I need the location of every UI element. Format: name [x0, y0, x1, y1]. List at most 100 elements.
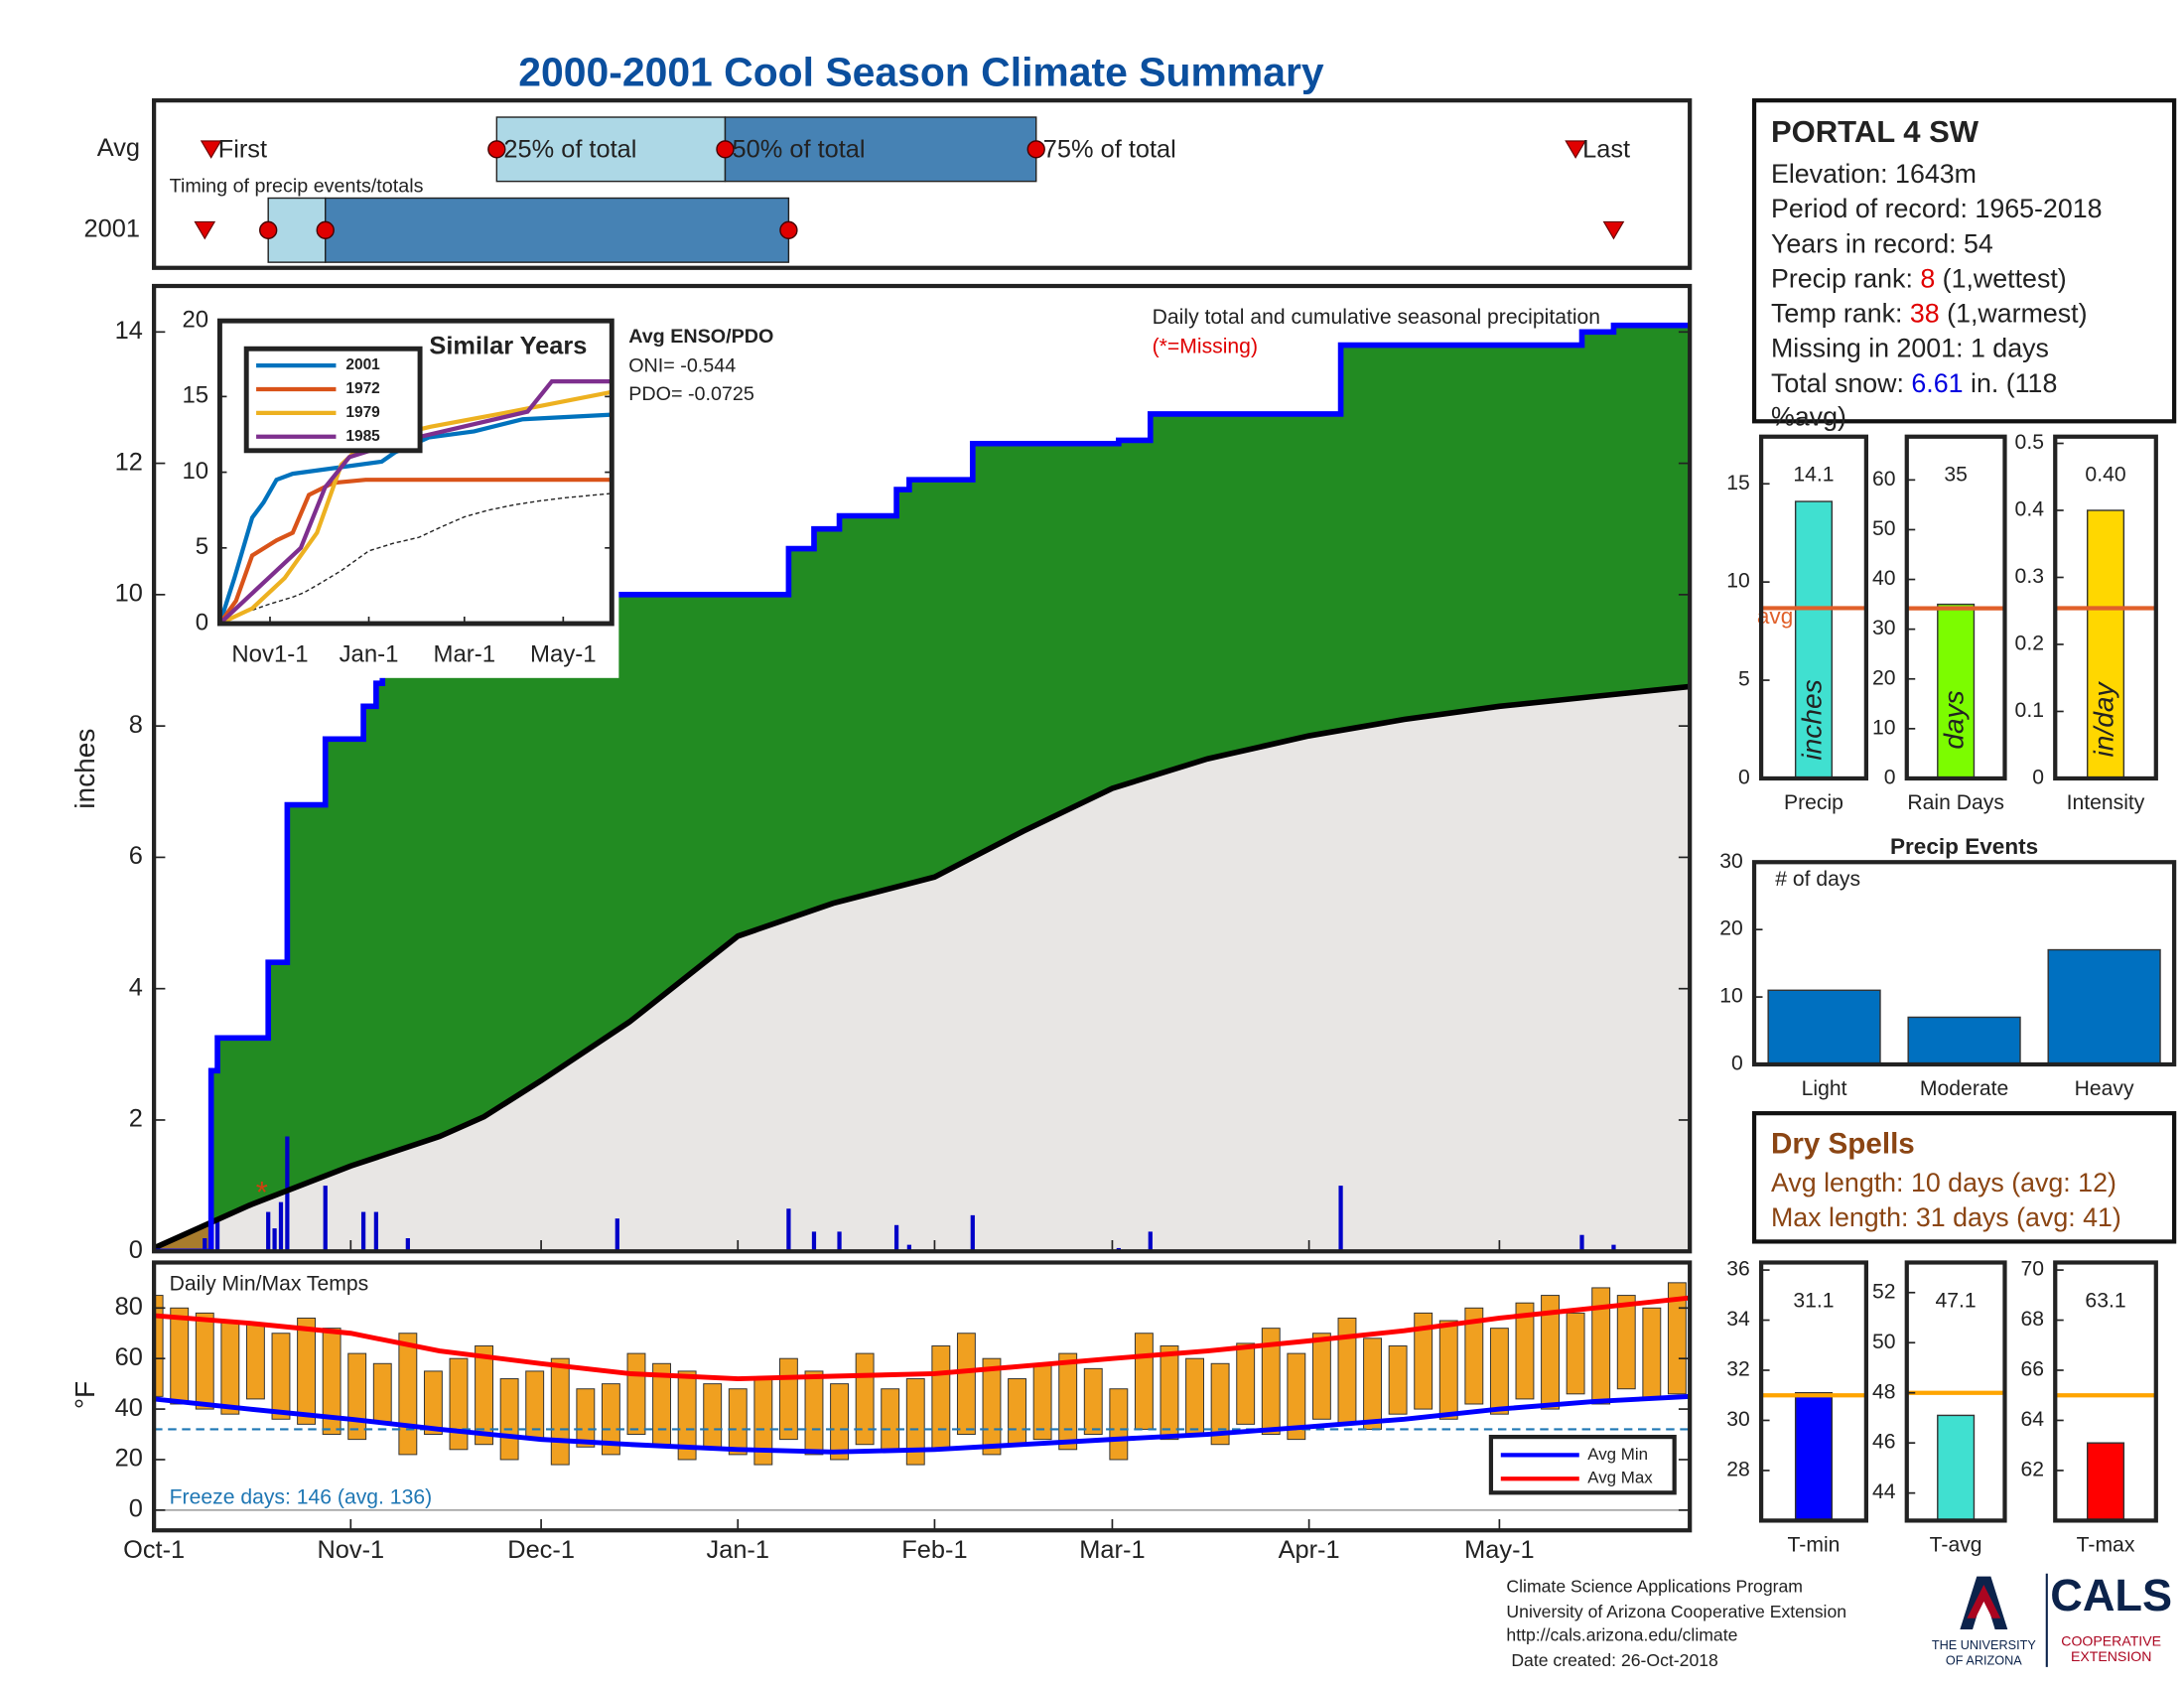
inset-plot — [219, 379, 613, 625]
snow-note-cont: %avg) — [1771, 402, 1846, 432]
y-tick-label: 10 — [182, 458, 208, 485]
enso-oni: ONI= -0.544 — [628, 355, 736, 377]
temp-range-bar — [703, 1383, 723, 1451]
x-tick-label: May-1 — [1464, 1536, 1535, 1564]
temp-range-bar — [1541, 1295, 1560, 1410]
temp-range-bar — [905, 1378, 925, 1466]
snow-label: Total snow: — [1771, 368, 1911, 398]
temp-range-bar — [1616, 1295, 1636, 1390]
y-tick-label: 40 — [1872, 567, 1896, 590]
y-tick-label: 30 — [1872, 617, 1896, 639]
y-tick-label: 0.2 — [2015, 633, 2044, 655]
ua-name: OF ARIZONA — [1946, 1654, 2022, 1668]
total-marker — [716, 140, 735, 159]
y-tick-label: 34 — [1726, 1308, 1750, 1331]
x-tick-label: Jan-1 — [340, 641, 399, 668]
legend-label: 1985 — [345, 428, 380, 445]
series-line — [219, 478, 613, 625]
y-tick-label: 60 — [115, 1343, 143, 1371]
station-years: Years in record: 54 — [1771, 228, 1993, 258]
dry-spells-max: Max length: 31 days (avg: 41) — [1771, 1202, 2121, 1232]
x-tick-label: Precip — [1784, 791, 1843, 814]
ua-name: THE UNIVERSITY — [1932, 1638, 2037, 1652]
y-tick-label: 0.1 — [2015, 699, 2044, 722]
total-snow: Total snow: 6.61 in. (118 — [1771, 368, 2057, 398]
dry-spells-title: Dry Spells — [1771, 1127, 1915, 1160]
dry-spells-avg: Avg length: 10 days (avg: 12) — [1771, 1168, 2116, 1197]
y-tick-label: 0 — [129, 1236, 143, 1264]
y-axis-label: °F — [69, 1381, 100, 1409]
y-tick-label: 60 — [1872, 468, 1896, 491]
temp-range-bar — [271, 1333, 291, 1420]
daily-precip-bar — [214, 1218, 220, 1252]
quartile-box — [495, 116, 727, 183]
temp-range-bar — [1160, 1344, 1179, 1441]
panel-frame — [1751, 860, 2177, 1067]
y-tick-label: 12 — [115, 448, 143, 476]
event-marker — [1565, 140, 1586, 159]
unit-label: in/day — [2088, 681, 2118, 758]
temp-range-bar — [398, 1333, 418, 1456]
footer-line: University of Arizona Cooperative Extens… — [1506, 1602, 1846, 1621]
total-marker — [259, 220, 278, 239]
y-tick-label: 40 — [115, 1394, 143, 1422]
x-tick-label: Heavy — [2075, 1077, 2134, 1100]
panel-frame — [152, 283, 1693, 1254]
precip-rank: Precip rank: 8 (1,wettest) — [1771, 263, 2067, 293]
temp-range-bar — [1591, 1287, 1611, 1405]
temp-range-bar — [475, 1344, 493, 1446]
temp-range-bar — [1032, 1362, 1052, 1441]
temp-range-bar — [220, 1320, 240, 1415]
cumulative-line — [154, 322, 1691, 1252]
y-tick-label: 46 — [1872, 1431, 1896, 1454]
value-label: 47.1 — [1936, 1289, 1977, 1312]
x-tick-label: Jan-1 — [707, 1536, 769, 1564]
footer-line: Date created: 26-Oct-2018 — [1506, 1650, 1718, 1670]
quartile-box — [724, 116, 1037, 183]
temp-range-bar — [1134, 1333, 1154, 1430]
inset-title: Similar Years — [429, 333, 587, 360]
y-tick-label: 68 — [2020, 1308, 2044, 1331]
average-line — [219, 492, 613, 624]
average-area — [154, 686, 1691, 1252]
legend-label: Avg Min — [1587, 1445, 1648, 1464]
unit-label: inches — [1796, 679, 1827, 760]
daily-precip-bar — [786, 1208, 791, 1252]
temp-range-bar — [1489, 1328, 1509, 1415]
x-tick-label: Nov1-1 — [231, 641, 308, 668]
y-tick-label: 0 — [129, 1495, 143, 1523]
avg-temp-line — [154, 1295, 1691, 1382]
y-tick-label: 0 — [2032, 767, 2044, 789]
extension-name: EXTENSION — [2071, 1648, 2151, 1664]
y-tick-label: 50 — [1872, 1331, 1896, 1353]
y-tick-label: 20 — [1719, 917, 1743, 940]
total-marker — [1026, 140, 1045, 159]
temp-rank: Temp rank: 38 (1,warmest) — [1771, 299, 2088, 329]
x-tick-label: Mar-1 — [1079, 1536, 1145, 1564]
panel-frame — [152, 1260, 1693, 1533]
panel-frame — [1904, 434, 2007, 781]
value-label: 14.1 — [1793, 464, 1834, 487]
value-label: 63.1 — [2085, 1289, 2125, 1312]
temp-range-bar — [1363, 1337, 1382, 1430]
daily-precip-bar — [970, 1214, 975, 1252]
x-tick-label: Apr-1 — [1279, 1536, 1340, 1564]
bar — [1794, 1392, 1834, 1522]
y-tick-label: 15 — [182, 382, 208, 409]
daily-precip-bar — [278, 1201, 284, 1252]
daily-precip-bar — [1338, 1186, 1343, 1252]
panel-frame — [1904, 1260, 2007, 1523]
y-tick-label: 20 — [182, 306, 208, 333]
temp-range-bar — [1414, 1312, 1433, 1410]
temp-range-bar — [1464, 1307, 1484, 1405]
y-tick-label: 10 — [1726, 570, 1750, 593]
total-marker — [779, 220, 798, 239]
y-tick-label: 32 — [1726, 1358, 1750, 1381]
missing-marker: * — [256, 1175, 268, 1209]
precip-rank-note: (1,wettest) — [1935, 263, 2066, 293]
total-marker — [316, 220, 335, 239]
y-tick-label: 0 — [1738, 767, 1750, 789]
daily-precip-bar — [373, 1211, 378, 1252]
temp-range-bar — [1109, 1388, 1129, 1461]
